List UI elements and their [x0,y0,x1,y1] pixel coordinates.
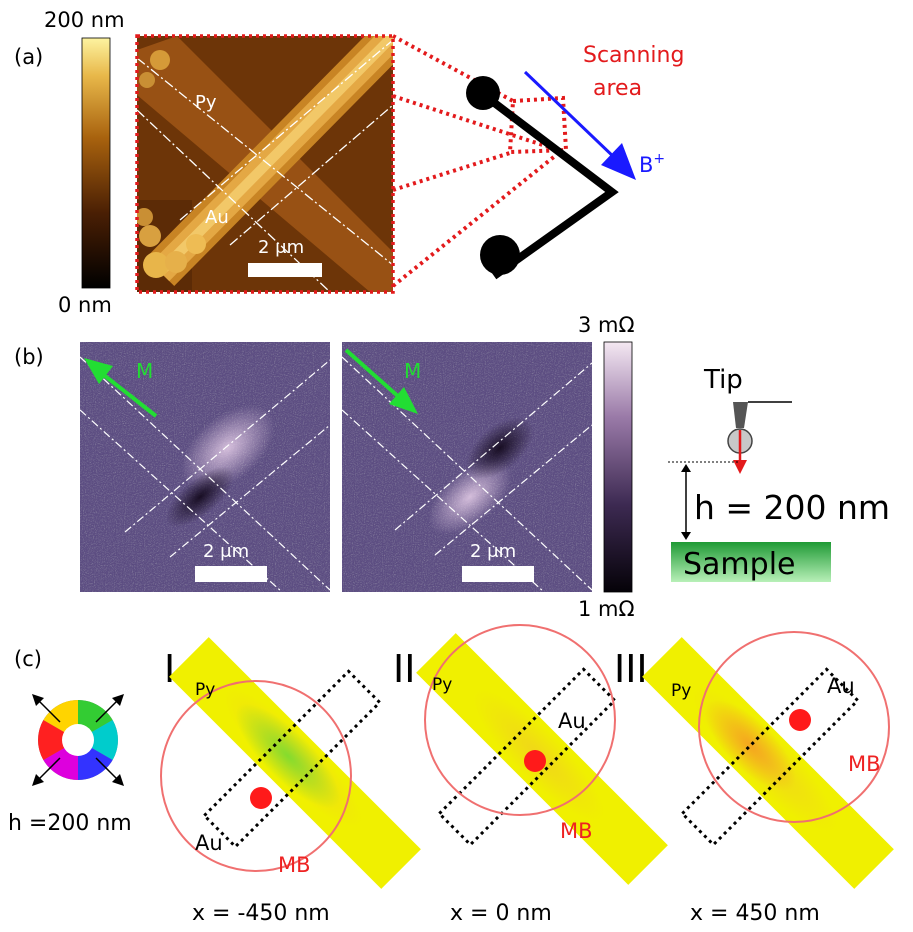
py-label-3: Py [671,681,691,701]
afm-topography-image: Py Au 2 μm [137,36,393,292]
subpanel-1-numeral: I [164,647,175,691]
afm-scalebar [248,263,322,277]
tip-sketch: Tip h = 200 nm Sample [668,365,890,582]
map-2-guide-lines [342,356,592,592]
py-label-2: Py [432,675,452,695]
upper-contact-pad [466,76,500,110]
resistance-scale-min-label: 1 mΩ [578,597,635,621]
sample-label: Sample [683,547,796,582]
magnetization-label-2: M [404,359,421,383]
afm-guide-lines [137,39,393,292]
magnetization-color-wheel: h =200 nm [8,694,132,836]
field-label: B+ [639,151,665,177]
magnetization-arrow-1 [84,358,158,418]
tip-position-3 [789,709,811,731]
subpanel-1: I Py Au MB x = -450 nm [160,637,421,926]
position-label-2: x = 0 nm [450,901,552,926]
height-colorbar-gradient [81,37,111,289]
panel-c-label: (c) [14,647,42,671]
mb-label-3: MB [848,752,881,776]
zoom-lines [391,34,569,288]
resistance-map-1: M 2 μm [80,342,330,592]
height-scale-max-label: 200 nm [44,8,125,32]
afm-scalebar-label: 2 μm [258,237,304,258]
mb-label-2: MB [560,819,593,843]
map-2-scalebar-label: 2 μm [470,541,516,562]
magnetization-arrow-2 [344,348,418,414]
resistance-colorbar: 3 mΩ 1 mΩ [578,313,635,621]
position-label-1: x = -450 nm [192,901,330,926]
mb-circle-2 [424,624,616,816]
map-1-scalebar [195,566,267,582]
py-label-1: Py [195,680,215,700]
tip-label: Tip [703,365,743,395]
au-wire [137,36,393,287]
panel-b: (b) M 2 μm [14,313,890,621]
subpanel-3-numeral: III [614,647,648,691]
au-label: Au [205,207,229,228]
panel-a: (a) 200 nm 0 nm [14,8,691,317]
au-outline-1 [202,669,382,849]
panel-b-label: (b) [14,345,44,369]
au-label-3: Au [827,674,855,698]
py-label: Py [195,92,217,113]
device-sketch [466,76,619,280]
resistance-scale-max-label: 3 mΩ [578,313,635,337]
tip-cantilever [733,402,748,428]
resistance-map-2: M 2 μm [342,342,592,592]
height-scale-min-label: 0 nm [58,293,112,317]
map-1-scalebar-label: 2 μm [203,541,249,562]
afm-image-border [135,34,395,294]
mb-circle-1 [160,680,352,872]
tip-position-1 [250,787,272,809]
lower-contact-pad [480,235,520,275]
map-2-scalebar [462,566,534,582]
au-label-1: Au [195,831,223,855]
scanning-area-annotation: Scanning area [583,43,691,101]
tip-position-2 [524,750,546,772]
au-outline-3 [680,667,860,847]
sample-block [671,542,831,582]
au-outline-2 [437,667,617,847]
subpanel-3: III Py Au MB x = 450 nm [614,631,894,926]
height-text: h = 200 nm [694,488,890,527]
mb-label-1: MB [278,853,311,877]
position-label-3: x = 450 nm [690,901,820,926]
height-colorbar: 200 nm 0 nm [44,8,125,317]
au-label-2: Au [558,709,586,733]
magnetization-label-1: M [136,359,153,383]
field-arrow: B+ [523,70,665,180]
subpanel-2: II Py Au MB x = 0 nm [393,624,668,926]
panel-a-label: (a) [14,45,43,69]
subpanel-2-numeral: II [393,647,415,691]
map-1-guide-lines [80,356,330,592]
color-wheel-label: h =200 nm [8,811,132,836]
resistance-colorbar-gradient [603,341,633,593]
panel-c: (c) [8,624,894,926]
mb-circle-3 [698,631,890,823]
